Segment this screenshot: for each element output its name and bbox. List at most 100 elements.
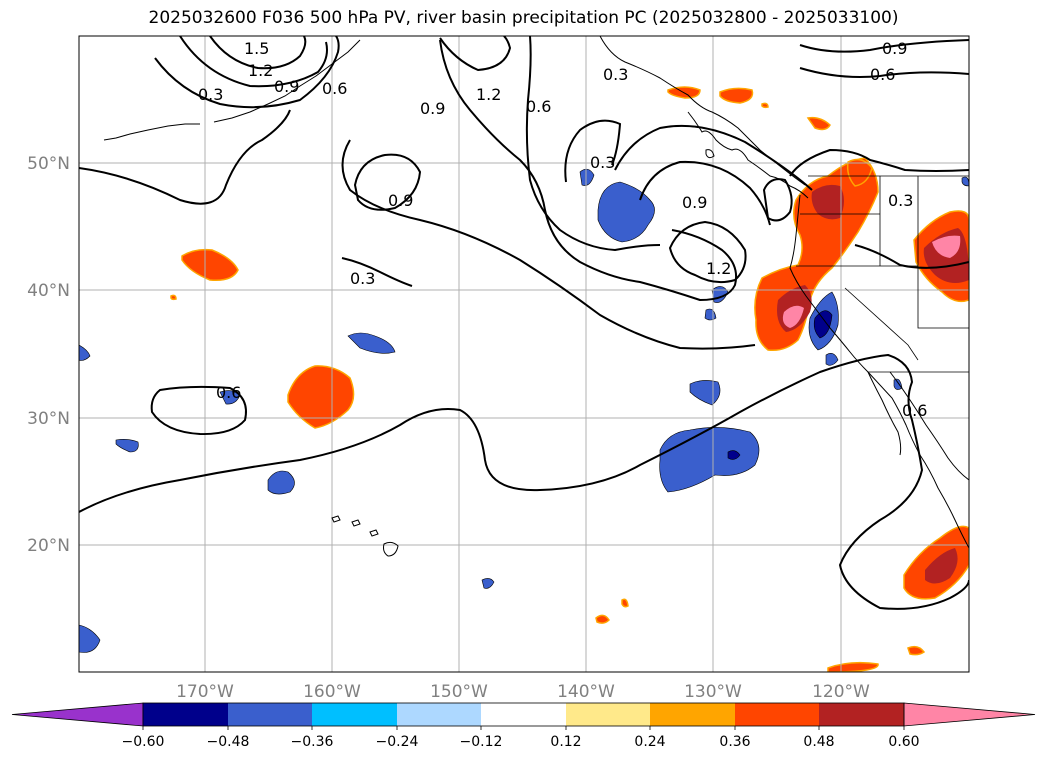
- orange-blob: [846, 158, 873, 187]
- pv-contour: [614, 124, 813, 191]
- island-haida: [705, 149, 715, 159]
- pv-contour: [799, 39, 969, 53]
- contour-label: 0.9: [388, 191, 413, 210]
- contour-label: 0.6: [216, 383, 241, 402]
- contour-label: 0.3: [888, 191, 913, 210]
- colorbar-segment: [481, 703, 566, 726]
- map-plot-area: 1.5 1.2 0.9 0.6 0.3 0.9 1.2 0.6 0.3 0.9 …: [79, 36, 969, 672]
- pv-contour: [150, 385, 247, 436]
- contour-label: 0.6: [322, 79, 347, 98]
- colorbar-tick-label: −0.12: [460, 734, 503, 750]
- island-oahu: [351, 519, 361, 527]
- orange-blob: [621, 598, 629, 608]
- contour-label: 0.9: [882, 39, 907, 58]
- colorbar-extend-max: [903, 702, 1036, 727]
- contour-label: 1.2: [706, 259, 731, 278]
- pv-contour: [79, 109, 291, 205]
- blue-blob: [825, 353, 839, 366]
- pv-contour: [439, 36, 512, 72]
- pv-contour: [341, 257, 413, 287]
- colorbar-segment: [143, 703, 228, 726]
- contour-label: 0.3: [603, 65, 628, 84]
- pv-contour: [439, 39, 738, 302]
- coastline-aleutians: [103, 123, 200, 141]
- contour-label: 0.6: [902, 401, 927, 420]
- colorbar-tick-label: 0.36: [719, 734, 750, 750]
- coastline-mainland-mexico: [889, 371, 969, 481]
- pv-contour: [154, 36, 340, 109]
- positive-precip-shading: [170, 86, 969, 672]
- pv-contour: [668, 220, 747, 284]
- ocean-background: [79, 36, 969, 672]
- blue-blob: [481, 578, 495, 589]
- contour-label: 1.2: [248, 61, 273, 80]
- coastline-aleutians: [213, 39, 361, 123]
- colorbar-tick-label: 0.12: [550, 734, 581, 750]
- blue-blob: [115, 439, 139, 453]
- colorbar-tick-label: −0.48: [207, 734, 250, 750]
- red-blob: [925, 548, 958, 584]
- orange-blob: [170, 294, 177, 301]
- orange-blob: [181, 248, 239, 282]
- contour-label: 0.3: [590, 153, 615, 172]
- orange-blob: [287, 365, 355, 429]
- lon-tick-label: 140°W: [557, 682, 615, 702]
- blue-blob: [79, 624, 101, 653]
- pv-contour: [353, 153, 422, 211]
- colorbar-segment: [397, 703, 481, 726]
- colorbar-segment: [566, 703, 650, 726]
- blue-blob: [813, 310, 833, 339]
- state-border: [917, 176, 969, 329]
- lon-tick-label: 120°W: [812, 682, 870, 702]
- colorbar-tick-label: 0.60: [888, 734, 919, 750]
- colorbar-segment: [228, 703, 312, 726]
- pv-contour: [341, 139, 756, 350]
- pink-blob: [782, 305, 804, 328]
- pv-contour: [179, 36, 328, 88]
- colorbar-tick-label: 0.48: [803, 734, 834, 750]
- colorbar-segment: [819, 703, 904, 726]
- state-border: [844, 287, 919, 361]
- contour-label: 0.9: [420, 99, 445, 118]
- colorbar-tick-label: −0.36: [291, 734, 334, 750]
- blue-blob: [79, 344, 91, 361]
- blue-blob: [727, 450, 741, 460]
- pv-contour: [209, 36, 307, 70]
- orange-blob: [719, 87, 754, 104]
- island-hawaii: [383, 541, 399, 557]
- political-borders: [796, 175, 969, 373]
- contour-label: 0.3: [350, 269, 375, 288]
- colorbar-tick-label: −0.60: [122, 734, 165, 750]
- blue-blob: [267, 470, 295, 495]
- contour-label: 0.9: [274, 77, 299, 96]
- longitude-tick-labels: 170°W 160°W 150°W 140°W 130°W 120°W: [176, 682, 870, 702]
- orange-blob: [595, 614, 610, 624]
- lon-tick-label: 170°W: [176, 682, 234, 702]
- pv-contour: [799, 67, 969, 78]
- pv-contour: [789, 148, 969, 177]
- lat-tick-label: 20°N: [27, 536, 70, 556]
- colorbar-outline: [142, 702, 905, 727]
- map-frame: [78, 35, 970, 673]
- colorbar-extend-min: [11, 702, 144, 727]
- lon-tick-label: 130°W: [684, 682, 742, 702]
- blue-blob: [347, 332, 396, 354]
- colorbar-segment: [312, 703, 397, 726]
- colorbar-tick-label: 0.24: [634, 734, 665, 750]
- pv-contour: [564, 119, 622, 183]
- pv-contour: [79, 353, 969, 610]
- orange-blob: [806, 116, 831, 131]
- island-kauai: [331, 515, 341, 523]
- map-title: 2025032600 F036 500 hPa PV, river basin …: [148, 8, 899, 28]
- pv-contours: [79, 36, 969, 610]
- pv-contour: [854, 244, 969, 269]
- colorbar-segment: [735, 703, 819, 726]
- colorbar-segment: [650, 703, 735, 726]
- contour-label: 0.9: [682, 193, 707, 212]
- red-blob: [811, 184, 844, 220]
- orange-blob: [761, 102, 769, 109]
- latitude-tick-labels: 50°N 40°N 30°N 20°N: [27, 154, 70, 556]
- blue-blob: [659, 427, 760, 493]
- coastline-baja: [867, 371, 902, 456]
